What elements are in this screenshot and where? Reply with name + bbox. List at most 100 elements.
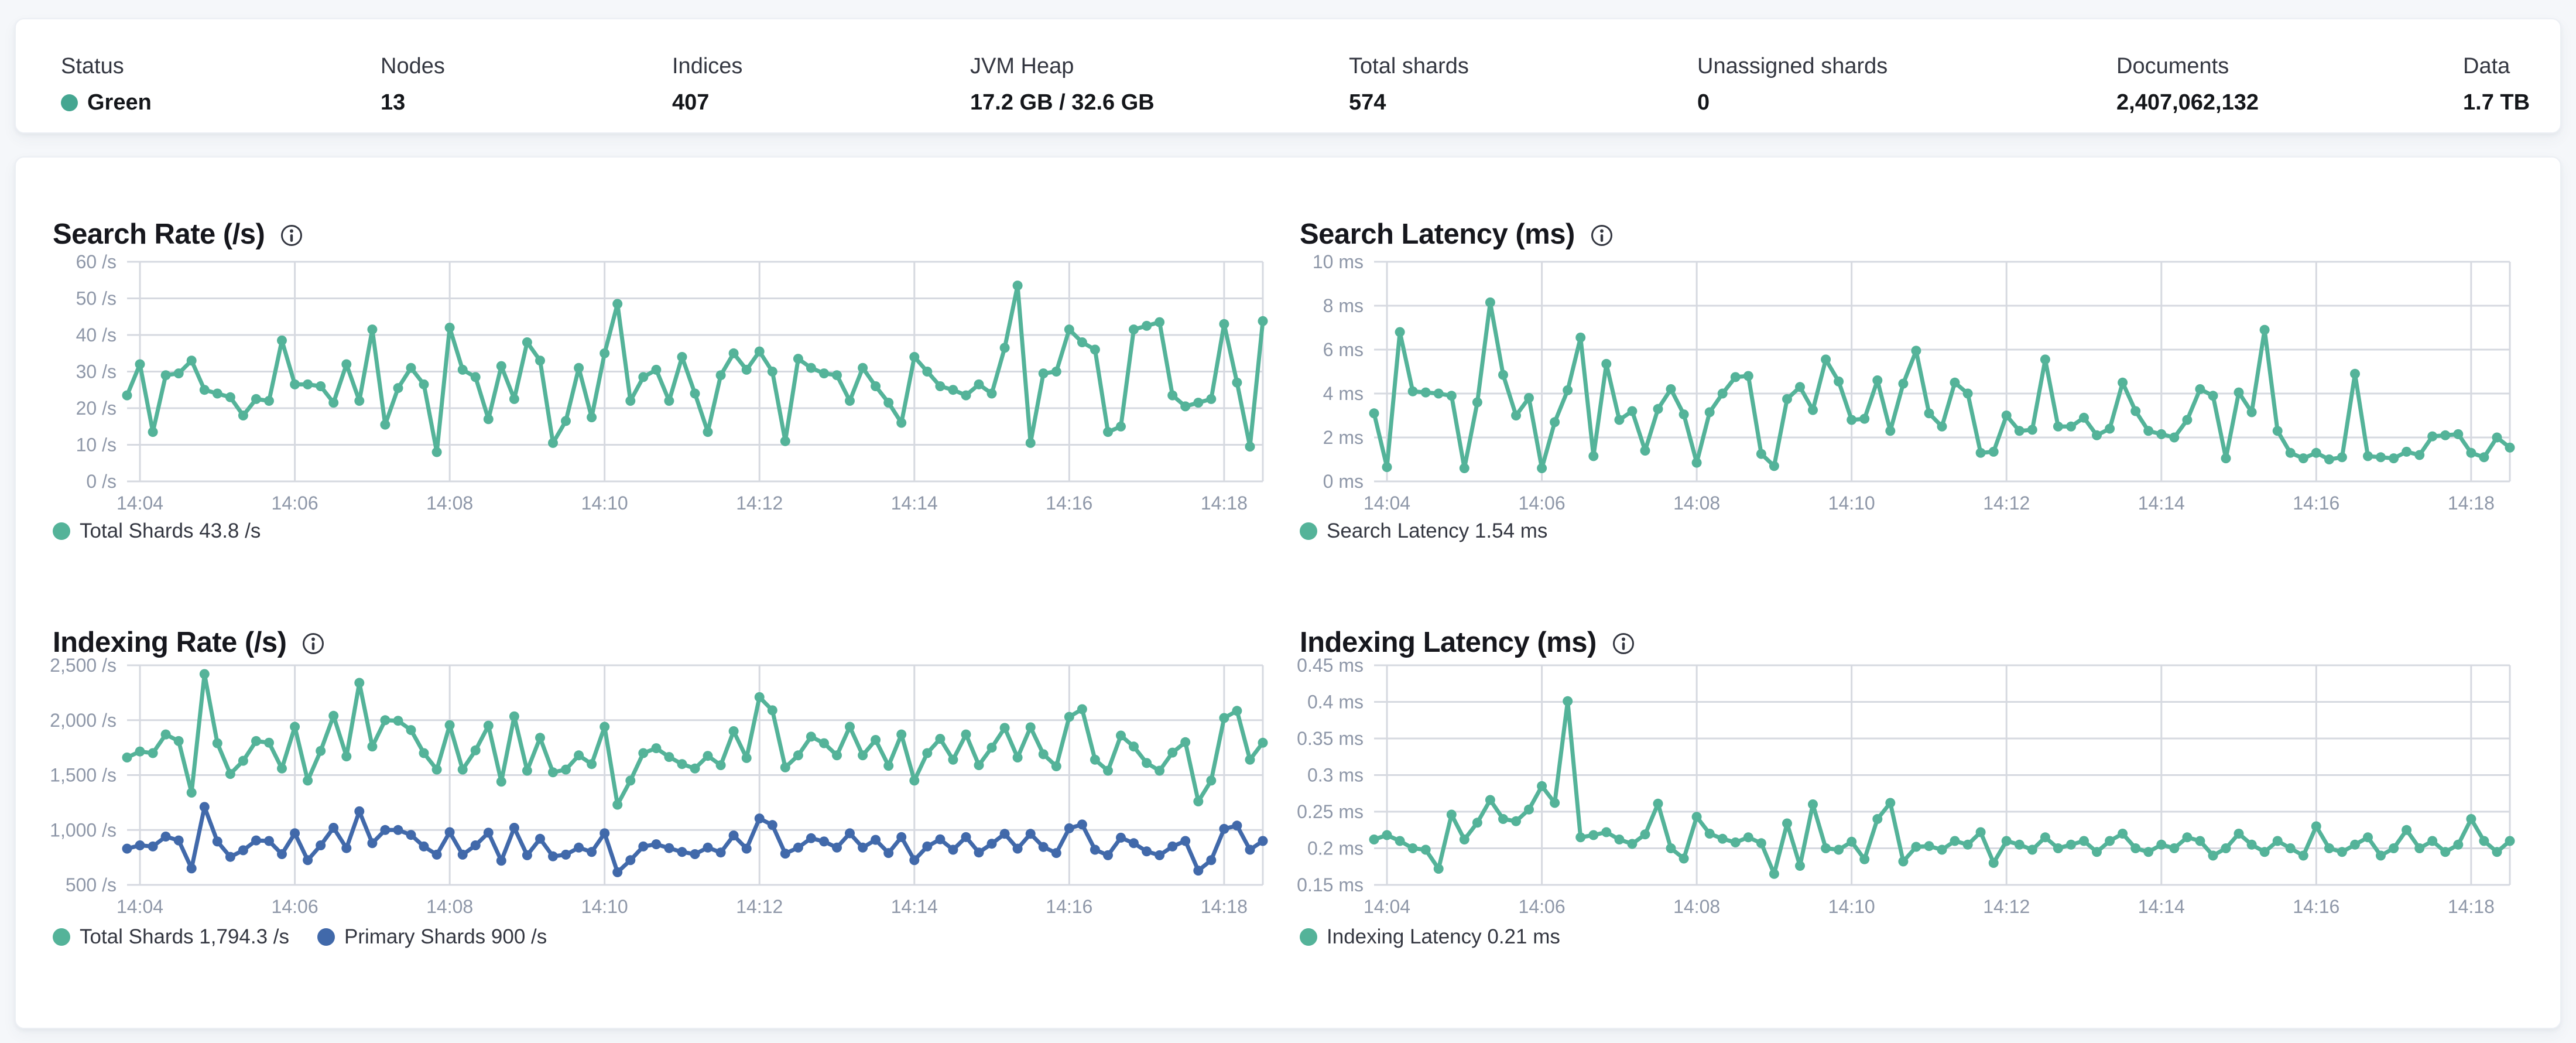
stat-unassigned-shards: Unassigned shards 0 (1697, 53, 1888, 115)
search-rate-chart[interactable]: 0 /s 10 /s 20 /s 30 /s 40 /s 50 /s 60 /s 14:04 1… (25, 247, 1295, 522)
chart-title-text: Search Rate (/s) (53, 218, 265, 250)
x-axis-label: 14:08 (1673, 493, 1720, 514)
y-axis-label: 0.15 ms (1297, 874, 1364, 895)
y-axis-label: 1,500 /s (50, 765, 117, 786)
chart-title-indexing-rate: Indexing Rate (/s) (53, 625, 325, 660)
x-axis-label: 14:10 (1828, 896, 1875, 917)
legend-item-total-shards: Total Shards 43.8 /s (53, 519, 261, 543)
status-dot-icon (61, 94, 78, 111)
stat-nodes: Nodes 13 (381, 53, 445, 115)
search-latency-chart[interactable]: 0 ms 2 ms 4 ms 6 ms 8 ms 10 ms 14:04 14:06 14:08… (1272, 247, 2542, 522)
x-axis-label: 14:10 (1828, 493, 1875, 514)
x-axis-label: 14:04 (1364, 493, 1410, 514)
y-axis-label: 10 /s (76, 435, 117, 456)
stat-value: 407 (672, 90, 710, 115)
y-axis-label: 0.25 ms (1297, 801, 1364, 822)
x-axis-label: 14:16 (2293, 493, 2339, 514)
indexing-latency-chart[interactable]: 0.15 ms 0.2 ms 0.25 ms 0.3 ms 0.35 ms 0.4 ms 0… (1272, 651, 2542, 926)
stat-indices: Indices 407 (672, 53, 742, 115)
x-axis-label: 14:04 (1364, 896, 1410, 917)
x-axis-label: 14:18 (2448, 896, 2495, 917)
legend-item-total-shards: Total Shards 1,794.3 /s (53, 925, 289, 949)
info-icon[interactable] (280, 224, 303, 247)
legend-label: Primary Shards 900 /s (344, 925, 547, 948)
y-axis-label: 30 /s (76, 361, 117, 382)
x-axis-label: 14:12 (736, 896, 783, 917)
stat-value: 1.7 TB (2463, 90, 2530, 115)
legend-item-indexing-latency: Indexing Latency 0.21 ms (1300, 925, 1560, 949)
stat-data: Data 1.7 TB (2463, 53, 2530, 115)
chart-title-search-latency: Search Latency (ms) (1300, 217, 1614, 252)
y-axis-label: 8 ms (1323, 295, 1364, 316)
stat-label: Nodes (381, 54, 445, 78)
info-icon[interactable] (1612, 632, 1635, 655)
cluster-status-bar: Status Green Nodes 13 Indices 407 JVM Heap 17.2… (15, 18, 2561, 134)
chart-title-text: Indexing Rate (/s) (53, 626, 287, 658)
y-axis-label: 2 ms (1323, 427, 1364, 448)
y-axis-label: 2,500 /s (50, 655, 117, 676)
stat-label: Unassigned shards (1697, 54, 1888, 78)
legend-label: Total Shards 1,794.3 /s (80, 925, 289, 948)
x-axis-label: 14:06 (272, 896, 318, 917)
y-axis-label: 40 /s (76, 324, 117, 346)
x-axis-label: 14:06 (1519, 896, 1566, 917)
y-axis-label: 6 ms (1323, 339, 1364, 360)
series-points (1369, 696, 2515, 879)
x-axis-label: 14:08 (1673, 896, 1720, 917)
legend-label: Search Latency 1.54 ms (1327, 519, 1548, 542)
y-axis-label: 0.3 ms (1307, 765, 1364, 786)
y-axis-label: 10 ms (1313, 251, 1364, 272)
x-axis-label: 14:04 (117, 896, 163, 917)
stat-value: 0 (1697, 90, 1710, 115)
y-axis-label: 2,000 /s (50, 710, 117, 731)
x-axis-label: 14:14 (891, 493, 938, 514)
y-axis-label: 0.45 ms (1297, 655, 1364, 676)
info-icon[interactable] (302, 632, 325, 655)
x-axis-label: 14:14 (2138, 493, 2185, 514)
y-axis-label: 0.4 ms (1307, 692, 1364, 713)
stat-label: Indices (672, 54, 743, 78)
legend-label: Indexing Latency 0.21 ms (1327, 925, 1560, 948)
series-line-primary-shards (125, 805, 1265, 874)
series-points (122, 669, 1268, 810)
y-axis-label: 60 /s (76, 251, 117, 272)
x-axis-label: 14:16 (1046, 493, 1092, 514)
stat-status: Status Green (61, 53, 152, 115)
search-latency-legend: Search Latency 1.54 ms (1300, 519, 1547, 543)
x-axis-label: 14:12 (736, 493, 783, 514)
series-line-total-shards (125, 672, 1265, 807)
x-axis-label: 14:08 (426, 493, 473, 514)
series-points (122, 281, 1268, 457)
x-axis-label: 14:06 (1519, 493, 1566, 514)
info-icon[interactable] (1590, 224, 1614, 247)
x-axis-label: 14:12 (1983, 896, 2030, 917)
x-axis-label: 14:14 (2138, 896, 2185, 917)
x-axis-label: 14:08 (426, 896, 473, 917)
legend-dot-icon (1300, 928, 1317, 946)
stat-value: Green (61, 90, 152, 115)
indexing-rate-chart[interactable]: 500 /s 1,000 /s 1,500 /s 2,000 /s 2,500 /s 14… (25, 651, 1295, 926)
y-axis-label: 4 ms (1323, 383, 1364, 404)
legend-item-search-latency: Search Latency 1.54 ms (1300, 519, 1547, 543)
stat-label: Total shards (1349, 54, 1469, 78)
legend-dot-icon (53, 522, 70, 540)
y-axis-label: 50 /s (76, 288, 117, 309)
y-axis-label: 500 /s (66, 874, 117, 895)
series-points (1369, 297, 2515, 473)
chart-title-indexing-latency: Indexing Latency (ms) (1300, 625, 1635, 660)
chart-title-search-rate: Search Rate (/s) (53, 217, 303, 252)
x-axis-label: 14:14 (891, 896, 938, 917)
y-axis-label: 1,000 /s (50, 819, 117, 840)
x-axis-label: 14:12 (1983, 493, 2030, 514)
indexing-rate-legend: Total Shards 1,794.3 /s Primary Shards 90… (53, 925, 547, 949)
x-axis-label: 14:10 (581, 896, 628, 917)
stat-value: 17.2 GB / 32.6 GB (970, 90, 1155, 115)
y-axis-label: 20 /s (76, 398, 117, 419)
series-points (122, 802, 1268, 877)
indexing-latency-legend: Indexing Latency 0.21 ms (1300, 925, 1560, 949)
x-axis-label: 14:16 (2293, 896, 2339, 917)
y-axis-label: 0 ms (1323, 471, 1364, 492)
x-axis-label: 14:06 (272, 493, 318, 514)
y-axis-label: 0.2 ms (1307, 838, 1364, 859)
x-axis-label: 14:16 (1046, 896, 1092, 917)
